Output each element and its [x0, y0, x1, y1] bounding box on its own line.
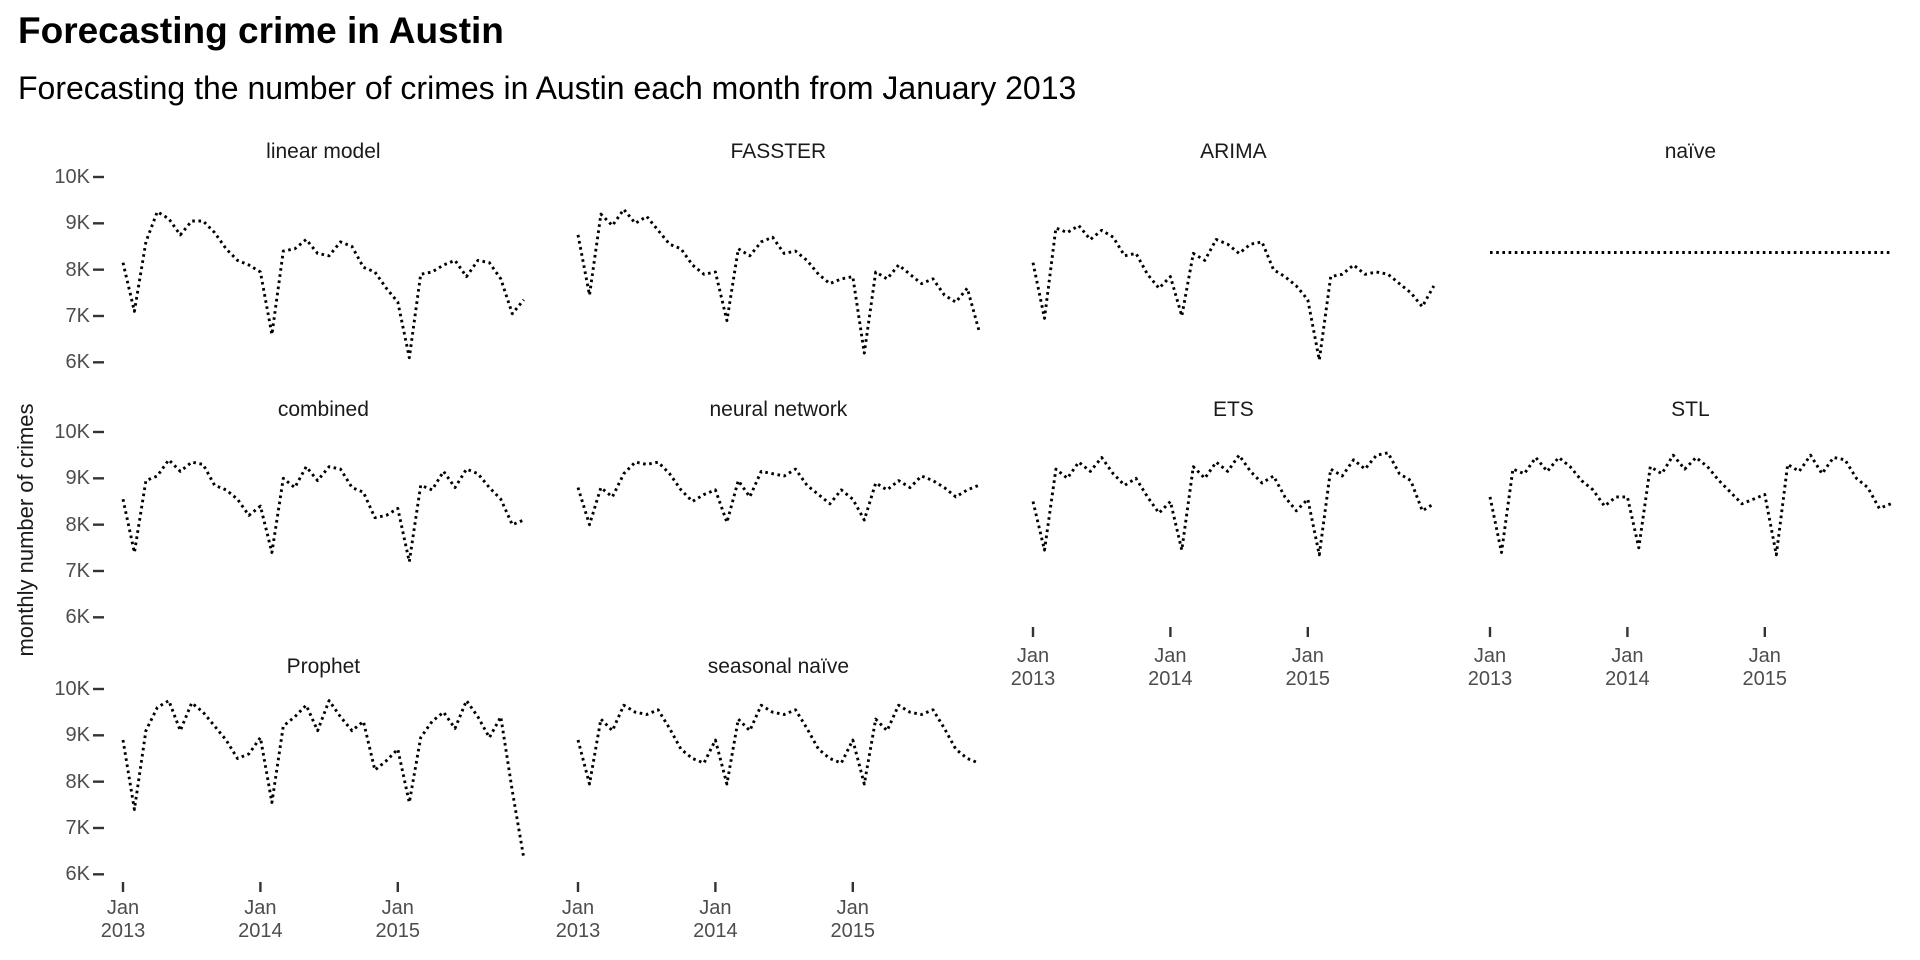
series-line — [1031, 224, 1436, 362]
x-tick-month: Jan — [699, 897, 732, 919]
x-tick-month: Jan — [1611, 645, 1644, 667]
series-line — [1031, 451, 1435, 557]
x-tick-label: Jan 2014 — [1582, 645, 1672, 691]
y-tick-label: 7K — [65, 559, 90, 582]
x-tick-label: Jan 2013 — [1445, 645, 1535, 691]
y-tick-label: 9K — [65, 724, 90, 747]
x-tick-year: 2014 — [1605, 668, 1650, 690]
facet-title: ETS — [1212, 398, 1254, 421]
x-tick-month: Jan — [1016, 645, 1050, 667]
series-line — [1488, 453, 1892, 557]
facet-title: FASSTER — [730, 140, 827, 163]
y-tick-label: 6K — [65, 606, 90, 629]
y-tick-label: 7K — [65, 816, 90, 839]
y-tick-label: 9K — [65, 212, 90, 235]
facet-title: combined — [277, 398, 369, 421]
x-tick-year: 2015 — [1742, 668, 1788, 690]
x-tick-label: Jan 2014 — [670, 897, 760, 943]
facet-title: seasonal naïve — [707, 655, 850, 678]
series-line — [576, 207, 981, 355]
x-tick-month: Jan — [561, 897, 595, 919]
x-tick-year: 2013 — [1467, 668, 1513, 690]
x-tick-month: Jan — [1473, 645, 1507, 667]
facet-title: neural network — [709, 398, 848, 421]
x-tick-label: Jan 2015 — [1720, 645, 1810, 691]
x-tick-year: 2014 — [693, 920, 738, 942]
x-tick-month: Jan — [1748, 645, 1781, 667]
x-tick-label: Jan 2013 — [533, 897, 623, 943]
y-tick-label: 6K — [65, 351, 90, 374]
y-tick-label: 8K — [65, 513, 90, 536]
y-tick-label: 8K — [65, 770, 90, 793]
facet-title: Prophet — [286, 655, 361, 678]
x-tick-year: 2013 — [1010, 668, 1056, 690]
series-line — [576, 703, 980, 786]
x-tick-month: Jan — [244, 897, 277, 919]
x-tick-label: Jan 2015 — [353, 897, 443, 943]
x-tick-year: 2014 — [1148, 668, 1193, 690]
x-tick-month: Jan — [381, 897, 414, 919]
facet-title: naïve — [1664, 140, 1717, 163]
x-tick-label: Jan 2014 — [1125, 645, 1215, 691]
series-line — [121, 210, 525, 360]
x-tick-year: 2014 — [238, 920, 283, 942]
series-line — [121, 699, 526, 859]
y-tick-label: 6K — [65, 863, 90, 886]
y-tick-label: 10K — [54, 166, 90, 188]
x-tick-year: 2015 — [830, 920, 876, 942]
x-tick-year: 2015 — [1285, 668, 1331, 690]
y-tick-label: 8K — [65, 258, 90, 281]
x-tick-label: Jan 2013 — [988, 645, 1078, 691]
y-tick-label: 9K — [65, 467, 90, 490]
y-tick-label: 10K — [54, 678, 90, 700]
page-subtitle: Forecasting the number of crimes in Aust… — [18, 70, 1077, 106]
x-tick-year: 2013 — [555, 920, 601, 942]
x-tick-year: 2015 — [375, 920, 421, 942]
page-title: Forecasting crime in Austin — [18, 10, 504, 51]
facet-title: linear model — [266, 140, 381, 163]
x-tick-label: Jan 2015 — [808, 897, 898, 943]
x-tick-label: Jan 2013 — [78, 897, 168, 943]
x-tick-label: Jan 2014 — [215, 897, 305, 943]
y-tick-label: 10K — [54, 421, 90, 443]
x-tick-month: Jan — [836, 897, 869, 919]
y-tick-label: 7K — [65, 304, 90, 327]
x-tick-month: Jan — [106, 897, 140, 919]
series-line — [121, 458, 525, 564]
x-tick-month: Jan — [1291, 645, 1324, 667]
facet-title: ARIMA — [1200, 140, 1267, 163]
facet-title: STL — [1671, 398, 1710, 421]
x-tick-year: 2013 — [100, 920, 146, 942]
series-line — [576, 460, 980, 527]
x-tick-label: Jan 2015 — [1263, 645, 1353, 691]
x-tick-month: Jan — [1154, 645, 1187, 667]
